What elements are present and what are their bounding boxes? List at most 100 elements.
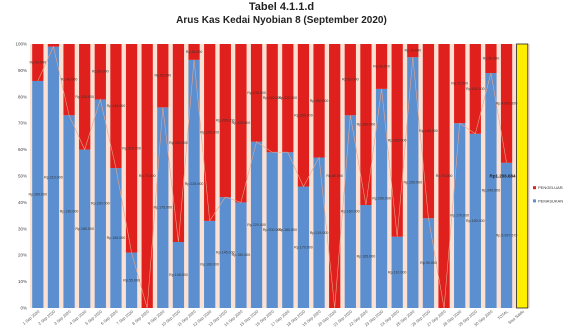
data-label-pemasukan: Rp.150.000 bbox=[232, 253, 251, 257]
bar-pengeluaran bbox=[438, 44, 450, 308]
data-label-pemasukan: Rp.210.000 bbox=[44, 175, 63, 179]
data-label-pemasukan: Rp.130.000 bbox=[60, 210, 79, 214]
bar-pengeluaran bbox=[313, 44, 325, 158]
bar-pemasukan bbox=[125, 252, 138, 308]
legend-swatch-pemasukan bbox=[533, 199, 536, 203]
bar-pengeluaran bbox=[375, 44, 388, 89]
data-label-pengeluaran: Rp.210.000 bbox=[122, 146, 141, 150]
y-tick-label: 0% bbox=[20, 306, 27, 311]
bar-pengeluaran bbox=[204, 44, 216, 221]
data-label-pengeluaran: Rp.160.000 bbox=[310, 99, 329, 103]
bar-pengeluaran bbox=[157, 44, 169, 108]
bar-pengeluaran bbox=[125, 44, 138, 253]
data-label-pemasukan: Rp.260.000 bbox=[29, 192, 48, 196]
data-label-pemasukan: Rp.160.000 bbox=[341, 210, 360, 214]
data-label-pengeluaran: Rp.320.000 bbox=[169, 141, 188, 145]
data-label-pengeluaran: Rp.145.000 bbox=[107, 104, 126, 108]
bar-pemasukan bbox=[32, 80, 44, 309]
y-tick-label: 80% bbox=[18, 94, 27, 99]
y-tick-label: 70% bbox=[18, 121, 27, 126]
data-label-pengeluaran: Rp.130.000 bbox=[247, 91, 266, 95]
bar-pemasukan bbox=[360, 205, 372, 308]
y-tick-label: 20% bbox=[18, 253, 27, 258]
bar-pengeluaran bbox=[469, 44, 481, 134]
bar-pengeluaran bbox=[344, 44, 356, 116]
data-label-pemasukan: Rp.180.000 bbox=[75, 227, 94, 231]
data-label-pemasukan: Rp.165.000 bbox=[357, 255, 376, 259]
bar-pengeluaran bbox=[391, 44, 403, 237]
bar-pengeluaran bbox=[235, 44, 247, 203]
data-label-sisa-saldo: Rp1.206.684 bbox=[490, 174, 517, 179]
x-tick-label: TOTAL bbox=[496, 308, 509, 320]
bar-pemasukan bbox=[454, 123, 466, 308]
bar-sisa-saldo bbox=[516, 43, 529, 309]
bar-pemasukan bbox=[219, 197, 231, 308]
bar-pengeluaran bbox=[407, 44, 419, 58]
bar-pemasukan bbox=[375, 88, 388, 308]
bar-pengeluaran bbox=[454, 44, 466, 124]
bar-pengeluaran bbox=[329, 44, 341, 308]
bar-pengeluaran bbox=[422, 44, 435, 219]
bar-pengeluaran bbox=[250, 44, 263, 142]
y-tick-label: 40% bbox=[18, 200, 27, 205]
bar-pemasukan bbox=[63, 115, 75, 308]
data-label-pengeluaran: Rp.60.000 bbox=[342, 78, 359, 82]
data-label-pemasukan: Rp.5.997.579 bbox=[496, 233, 518, 237]
bar-pengeluaran bbox=[79, 44, 91, 150]
bar-pemasukan bbox=[172, 242, 185, 308]
data-label-pemasukan: Rp.190.000 bbox=[466, 219, 485, 223]
data-label-pengeluaran: Rp.200.000 bbox=[294, 113, 313, 117]
bar-pengeluaran bbox=[63, 44, 75, 116]
bar-pemasukan bbox=[485, 73, 497, 308]
data-label-pemasukan: Rp.200.000 bbox=[263, 228, 282, 232]
data-label-pengeluaran: Rp.140.000 bbox=[263, 96, 282, 100]
y-tick-label: 50% bbox=[18, 174, 27, 179]
bar-pengeluaran bbox=[110, 44, 122, 169]
data-label-pengeluaran: Rp.225.000 bbox=[232, 121, 251, 125]
y-axis: 0% 10% 20% 30% 40% 50% 60% 70% 80% 90% 100% bbox=[15, 42, 27, 311]
bar-pemasukan bbox=[313, 157, 325, 308]
data-label-pengeluaran: Rp.80.000 bbox=[326, 174, 343, 178]
data-label-pengeluaran: Rp.55.000 bbox=[155, 74, 172, 78]
data-label-pengeluaran: Rp.15.000 bbox=[186, 50, 203, 54]
legend-label-pengeluaran: PENGELUARAN bbox=[538, 185, 563, 190]
x-tick-label: Sisa Saldo bbox=[507, 308, 525, 325]
bar-pemasukan bbox=[79, 149, 91, 308]
legend-swatch-pengeluaran bbox=[533, 186, 536, 190]
bar-pemasukan bbox=[47, 46, 60, 308]
y-tick-label: 100% bbox=[15, 42, 27, 47]
data-label-pemasukan: Rp.175.000 bbox=[154, 206, 173, 210]
y-tick-label: 30% bbox=[18, 226, 27, 231]
bar-pengeluaran bbox=[141, 44, 153, 308]
bar-pengeluaran bbox=[188, 44, 200, 60]
bar-pemasukan bbox=[110, 168, 122, 308]
data-label-pemasukan: Rp.180.000 bbox=[279, 228, 298, 232]
series-connector-line bbox=[37, 45, 507, 309]
data-label-pengeluaran: Rp.100.000 bbox=[466, 87, 485, 91]
data-label-pemasukan: Rp.95.000 bbox=[420, 261, 437, 265]
bar-pemasukan bbox=[422, 218, 435, 308]
data-label-pengeluaran: Rp.48.000 bbox=[61, 78, 78, 82]
bar-pemasukan bbox=[391, 236, 403, 308]
bar-pengeluaran bbox=[485, 44, 497, 74]
data-label-pemasukan: Rp.145.000 bbox=[216, 251, 235, 255]
bar-pengeluaran bbox=[360, 44, 372, 206]
bar-pemasukan bbox=[235, 202, 247, 308]
data-label-pengeluaran: Rp.200.000 bbox=[200, 130, 219, 134]
data-label-pemasukan: Rp.165.000 bbox=[107, 236, 126, 240]
data-label-pengeluaran: Rp.60.000 bbox=[92, 70, 109, 74]
data-label-pemasukan: Rp.170.000 bbox=[450, 214, 469, 218]
data-label-pengeluaran: Rp.185.000 bbox=[419, 129, 438, 133]
y-tick-label: 60% bbox=[18, 147, 27, 152]
bar-pengeluaran bbox=[297, 44, 310, 187]
bar-pemasukan bbox=[469, 133, 481, 308]
data-labels: Rp.260.000Rp.42.000Rp.210.000Rp.130.000R… bbox=[29, 49, 518, 283]
data-label-pemasukan: Rp.240.000 bbox=[482, 189, 501, 193]
data-label-pemasukan: Rp.230.000 bbox=[91, 202, 110, 206]
bar-pemasukan bbox=[407, 57, 419, 309]
data-label-pengeluaran: Rp.260.000 bbox=[357, 123, 376, 127]
bar-pemasukan bbox=[500, 162, 513, 308]
bar-pemasukan bbox=[297, 186, 310, 308]
data-label-pemasukan: Rp.110.000 bbox=[388, 270, 406, 274]
data-label-pengeluaran: Rp.30.000 bbox=[483, 57, 500, 61]
